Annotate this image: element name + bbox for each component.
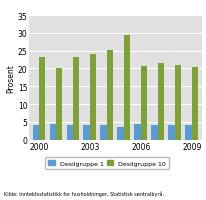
Bar: [151, 125, 158, 140]
Bar: [134, 125, 141, 140]
Bar: [124, 35, 130, 140]
Bar: [56, 69, 62, 140]
Bar: [141, 67, 147, 140]
Bar: [192, 68, 198, 140]
Bar: [49, 124, 56, 140]
Bar: [67, 126, 73, 140]
Bar: [107, 50, 113, 140]
Bar: [73, 57, 79, 140]
Bar: [175, 66, 181, 140]
Legend: Desilgruppe 1, Desilgruppe 10: Desilgruppe 1, Desilgruppe 10: [45, 157, 169, 169]
Bar: [33, 125, 39, 140]
Bar: [39, 57, 46, 140]
Bar: [185, 125, 192, 140]
Bar: [101, 126, 107, 140]
Bar: [168, 125, 175, 140]
Bar: [90, 54, 96, 140]
Bar: [117, 127, 124, 140]
Y-axis label: Prosent: Prosent: [6, 64, 15, 92]
Bar: [83, 126, 90, 140]
Bar: [158, 63, 164, 140]
Text: Kilde: Inntektsstatistikk for husholdninger, Statistisk sentralbyrå.: Kilde: Inntektsstatistikk for husholdnin…: [4, 190, 164, 196]
